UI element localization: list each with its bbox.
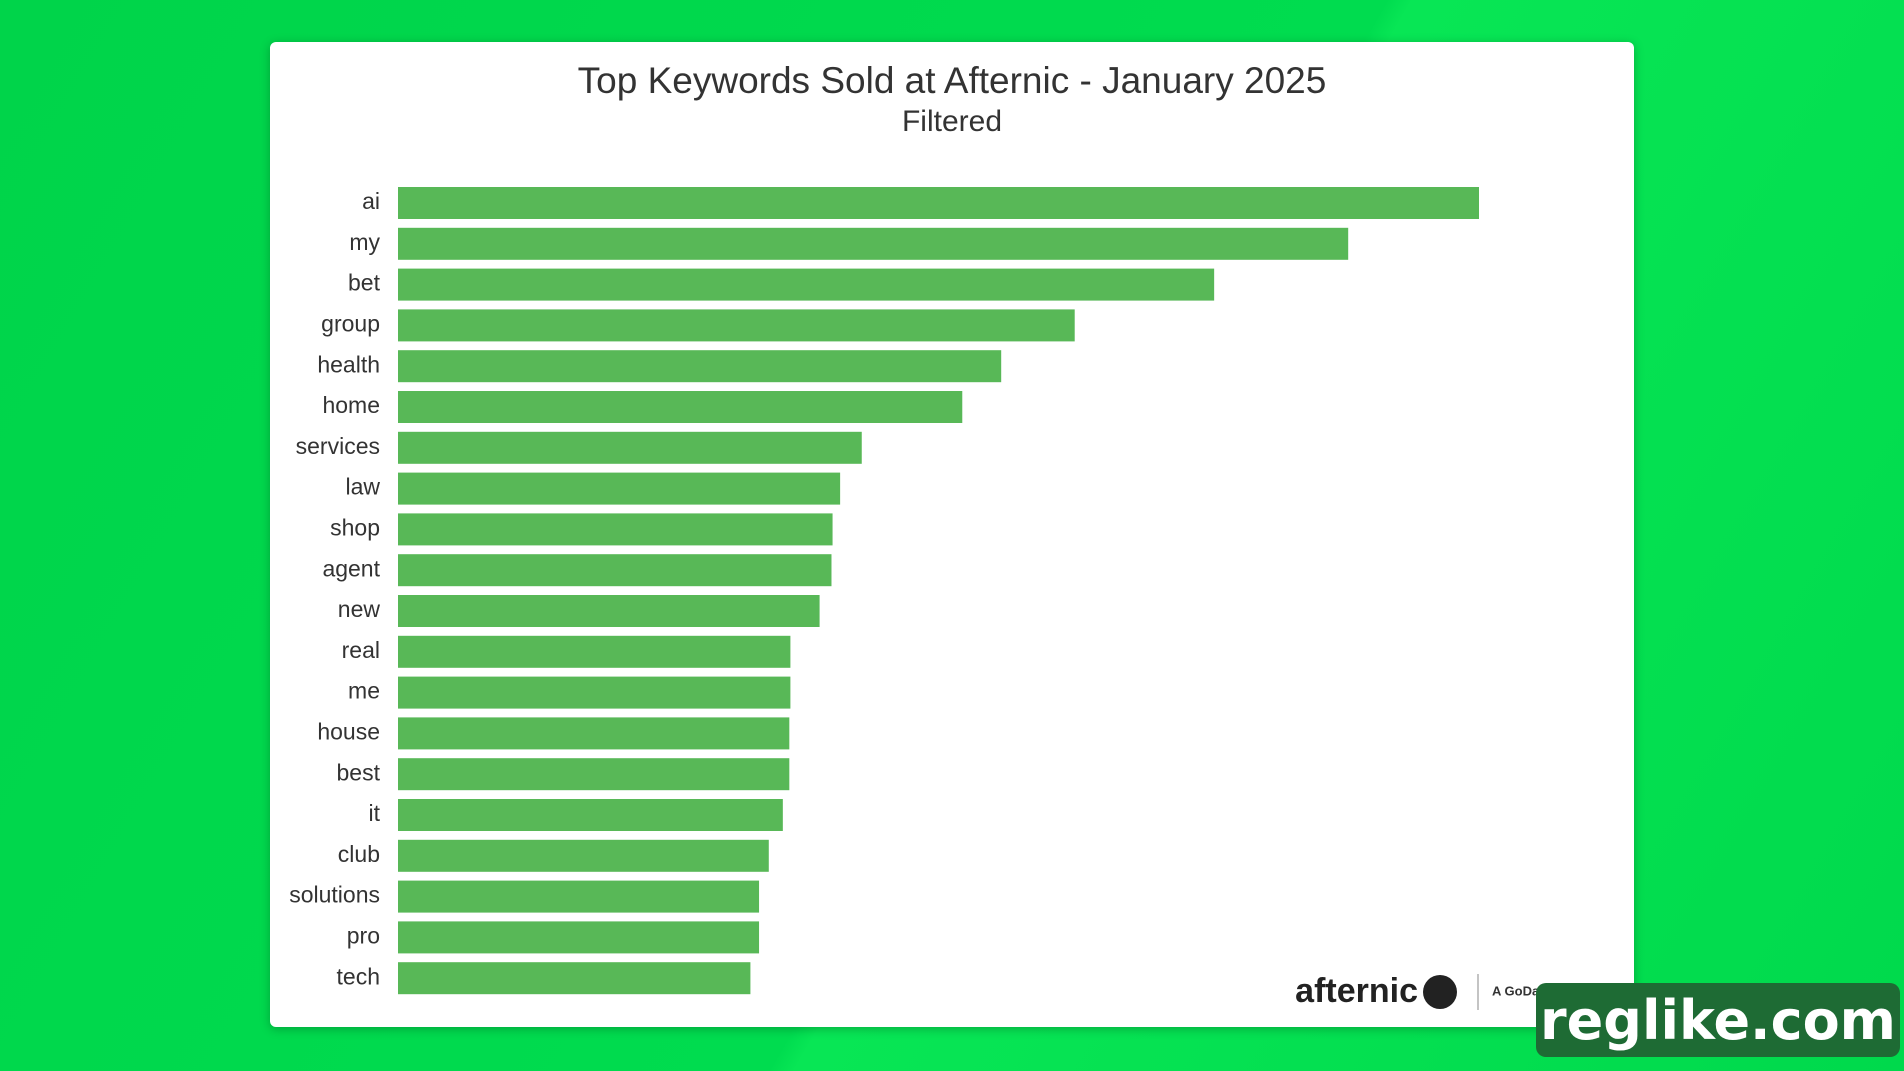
y-tick-label: bet — [348, 270, 381, 296]
bar — [398, 635, 791, 668]
y-tick-label: me — [348, 678, 380, 704]
bar — [398, 595, 820, 627]
y-tick-label: health — [317, 351, 380, 377]
bar — [398, 431, 862, 464]
bar — [398, 554, 832, 587]
watermark: reglike.com — [1536, 983, 1900, 1057]
y-tick-label: group — [321, 310, 380, 336]
chart-card: Top Keywords Sold at Afternic - January … — [270, 42, 1634, 1027]
y-tick-label: agent — [322, 555, 380, 581]
bar — [398, 227, 1349, 260]
y-tick-label: best — [337, 759, 381, 785]
logo-icon — [1423, 975, 1457, 1009]
y-tick-label: law — [345, 474, 380, 500]
bar — [398, 472, 841, 505]
bar — [398, 962, 751, 995]
bar — [398, 391, 963, 423]
y-tick-label: home — [322, 392, 380, 418]
chart-title: Top Keywords Sold at Afternic - January … — [578, 60, 1327, 101]
bar — [398, 839, 769, 872]
logo: afternic — [1295, 972, 1418, 1010]
chart-subtitle: Filtered — [902, 105, 1002, 138]
y-tick-label: it — [369, 800, 381, 826]
bar — [398, 676, 791, 709]
y-tick-label: pro — [347, 922, 380, 948]
y-tick-label: club — [338, 841, 380, 867]
bar — [398, 880, 760, 913]
y-tick-label: tech — [337, 963, 380, 989]
y-tick-label: my — [349, 229, 380, 255]
y-tick-label: solutions — [289, 882, 380, 908]
bar — [398, 758, 790, 791]
bar — [398, 187, 1479, 219]
y-tick-label: house — [317, 718, 380, 744]
bar — [398, 513, 833, 546]
y-tick-label: new — [338, 596, 381, 622]
bar — [398, 268, 1215, 301]
bar — [398, 309, 1075, 342]
y-tick-label: real — [342, 637, 380, 663]
y-tick-label: ai — [362, 188, 380, 214]
y-tick-label: shop — [330, 514, 380, 540]
chart: Top Keywords Sold at Afternic - January … — [289, 60, 1604, 1010]
bar — [398, 921, 760, 954]
bar — [398, 350, 1002, 383]
bar — [398, 717, 790, 750]
bar — [398, 799, 783, 831]
y-tick-label: services — [296, 433, 380, 459]
